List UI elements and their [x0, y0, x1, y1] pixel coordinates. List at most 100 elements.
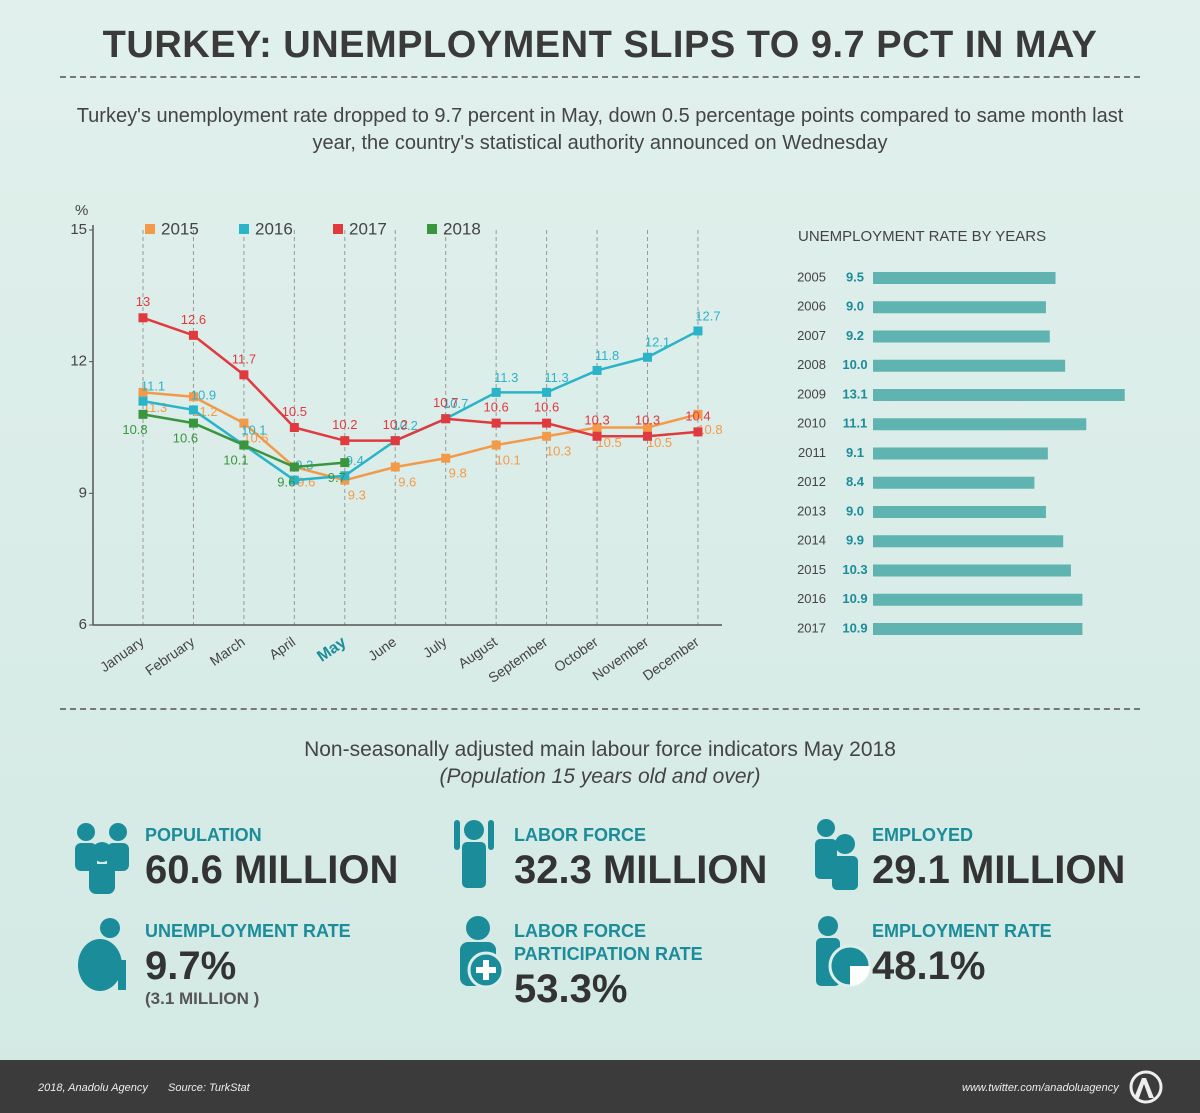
data-label: 10.1	[223, 452, 248, 467]
data-label: 10.5	[647, 435, 672, 450]
point	[491, 387, 501, 397]
point	[138, 387, 148, 397]
point	[693, 427, 703, 437]
legend-label: 2018	[443, 219, 481, 238]
legend-swatch	[239, 224, 249, 234]
y-tick-label: 2005	[797, 269, 826, 284]
data-label: 9.0	[846, 503, 864, 518]
subtitle: Turkey's unemployment rate dropped to 9.…	[76, 105, 1124, 154]
data-label: 9.0	[846, 299, 864, 314]
point	[542, 387, 552, 397]
point	[188, 418, 198, 428]
indicator-label: POPULATION	[145, 825, 262, 845]
icon-population	[75, 823, 129, 894]
point	[491, 440, 501, 450]
point	[239, 370, 249, 380]
indicator-value: 48.1%	[872, 944, 986, 988]
point	[138, 313, 148, 323]
icons	[75, 819, 872, 991]
data-label: 10.5	[596, 435, 621, 450]
data-label: 10.6	[483, 400, 508, 415]
data-label: 10.1	[495, 452, 520, 467]
y-tick-label: 2007	[797, 328, 826, 343]
icon-employment-rate	[816, 916, 872, 988]
data-label: 9.1	[846, 445, 864, 460]
point	[542, 431, 552, 441]
y-tick-label: 2006	[797, 299, 826, 314]
point	[188, 405, 198, 415]
data-label: 9.8	[449, 466, 467, 481]
y-tick-label: 2011	[798, 445, 826, 460]
y-tick-label: 2009	[797, 386, 826, 401]
y-axis-label: %	[75, 202, 88, 219]
point	[542, 418, 552, 428]
point	[340, 436, 350, 446]
point	[592, 365, 602, 375]
x-tick-label: April	[266, 633, 298, 662]
data-label: 10.2	[383, 417, 408, 432]
data-label: 9.7	[328, 470, 346, 485]
data-label: 12.1	[645, 335, 670, 350]
data-label: 10.5	[282, 404, 307, 419]
icon-unemployment	[78, 918, 126, 991]
y-tick-label: 2013	[797, 503, 826, 518]
icon-participation	[460, 916, 505, 989]
footer-link: www.twitter.com/anadoluagency	[962, 1082, 1119, 1094]
data-label: 9.9	[846, 533, 864, 548]
point	[239, 440, 249, 450]
point	[491, 418, 501, 428]
legend-swatch	[333, 224, 343, 234]
point	[592, 431, 602, 441]
data-label: 9.6	[277, 474, 295, 489]
data-label: 9.2	[846, 328, 864, 343]
data-label: 10.1	[241, 422, 266, 437]
data-label: 10.9	[842, 591, 867, 606]
point	[441, 453, 451, 463]
indicator-value: 29.1 MILLION	[872, 848, 1126, 892]
point	[643, 431, 652, 441]
point	[643, 423, 652, 432]
data-label: 11.3	[544, 370, 568, 385]
bar	[873, 272, 1056, 284]
y-tick-label: 2012	[797, 474, 826, 489]
point	[138, 409, 148, 419]
point	[188, 392, 198, 402]
y-tick-label: 2008	[797, 357, 826, 372]
data-label: 8.4	[846, 474, 865, 489]
data-label: 10.7	[433, 395, 458, 410]
data-label: 10.6	[243, 431, 268, 446]
data-label: 10.0	[842, 357, 867, 372]
indicator: LABOR FORCE PARTICIPATION RATE 53.3%	[514, 920, 714, 1012]
y-tick-label: 15	[70, 221, 87, 238]
data-label: 10.9	[191, 387, 216, 402]
data-label: 10.3	[584, 413, 609, 428]
data-label: 10.6	[534, 400, 559, 415]
point	[289, 423, 299, 432]
data-label: 9.6	[398, 474, 416, 489]
footer-copyright: 2018, Anadolu Agency	[38, 1082, 148, 1094]
x-tick-label: July	[420, 633, 450, 660]
bar-chart-title: UNEMPLOYMENT RATE BY YEARS	[798, 228, 1046, 245]
point	[340, 471, 350, 481]
indicator-label: EMPLOYED	[872, 825, 974, 845]
data-label: 11.7	[232, 351, 256, 366]
point	[390, 436, 400, 446]
data-label: 10.2	[393, 418, 418, 433]
indicator: EMPLOYED 29.1 MILLION	[872, 824, 1172, 893]
bar	[873, 564, 1071, 577]
icon-labor-force	[454, 820, 494, 888]
indicator: UNEMPLOYMENT RATE 9.7% (3.1 MILLION )	[145, 920, 435, 1009]
indicators-title: Non-seasonally adjusted main labour forc…	[304, 738, 896, 761]
indicator-value: 32.3 MILLION	[514, 848, 768, 892]
bar	[873, 447, 1048, 460]
legend-label: 2017	[349, 219, 387, 238]
point	[138, 396, 148, 406]
x-tick-label: January	[97, 633, 147, 675]
indicator-label: LABOR FORCE PARTICIPATION RATE	[514, 921, 703, 964]
x-tick-label: February	[142, 633, 197, 678]
bar	[873, 623, 1083, 635]
point	[289, 462, 299, 472]
legend-label: 2015	[161, 219, 199, 238]
bar	[873, 593, 1083, 606]
